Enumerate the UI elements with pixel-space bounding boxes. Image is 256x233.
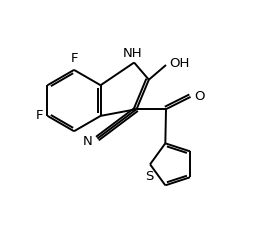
Text: OH: OH (170, 57, 190, 70)
Text: F: F (70, 52, 78, 65)
Text: NH: NH (123, 47, 143, 60)
Text: F: F (36, 109, 43, 122)
Text: N: N (83, 135, 93, 148)
Text: O: O (194, 90, 205, 103)
Text: S: S (145, 170, 153, 183)
